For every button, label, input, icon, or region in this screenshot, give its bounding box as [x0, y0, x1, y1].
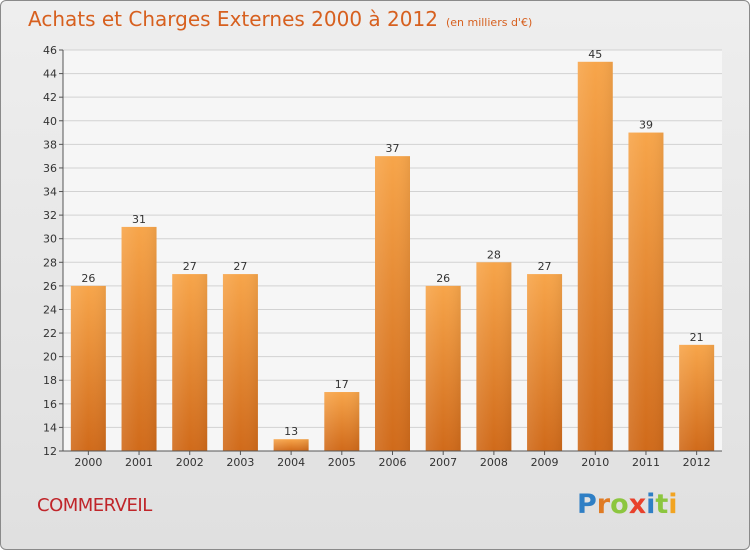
- x-tick-label: 2011: [632, 456, 660, 469]
- y-tick-label: 12: [43, 445, 57, 458]
- y-tick-label: 36: [43, 162, 57, 175]
- data-label: 17: [335, 378, 349, 391]
- y-tick-label: 44: [43, 68, 57, 81]
- x-tick-label: 2008: [480, 456, 508, 469]
- data-label: 26: [81, 272, 95, 285]
- x-tick-label: 2006: [379, 456, 407, 469]
- bar-shade: [273, 439, 309, 451]
- y-tick-label: 32: [43, 209, 57, 222]
- y-tick-label: 42: [43, 91, 57, 104]
- y-tick-label: 46: [43, 44, 57, 57]
- x-tick-label: 2004: [277, 456, 305, 469]
- data-label: 45: [588, 48, 602, 61]
- x-tick-label: 2002: [176, 456, 204, 469]
- bar-shade: [425, 285, 461, 451]
- data-label: 26: [436, 272, 450, 285]
- x-tick-label: 2012: [683, 456, 711, 469]
- x-tick-label: 2005: [328, 456, 356, 469]
- x-tick-label: 2007: [429, 456, 457, 469]
- y-tick-label: 22: [43, 327, 57, 340]
- proxiti-logo: Proxiti: [577, 489, 678, 520]
- y-tick-label: 34: [43, 186, 57, 199]
- y-tick-label: 40: [43, 115, 57, 128]
- y-tick-label: 14: [43, 421, 57, 434]
- x-tick-label: 2003: [226, 456, 254, 469]
- bar-shade: [679, 344, 715, 451]
- data-label: 39: [639, 119, 653, 132]
- y-tick-label: 38: [43, 138, 57, 151]
- bar-shade: [628, 132, 664, 451]
- bar-shade: [375, 156, 410, 451]
- y-tick-label: 30: [43, 233, 57, 246]
- data-label: 27: [233, 260, 247, 273]
- bar-shade: [70, 285, 106, 451]
- bar-shade: [577, 61, 613, 451]
- town-name: COMMERVEIL: [37, 495, 152, 516]
- y-tick-label: 28: [43, 256, 57, 269]
- x-tick-label: 2010: [581, 456, 609, 469]
- y-tick-label: 20: [43, 351, 57, 364]
- y-tick-label: 16: [43, 398, 57, 411]
- x-tick-label: 2000: [74, 456, 102, 469]
- bars: 26 31 27 27 13 17 37 26 28 27 45 39 21: [70, 48, 715, 451]
- data-label: 37: [386, 142, 400, 155]
- data-label: 31: [132, 213, 146, 226]
- data-label: 21: [690, 331, 704, 344]
- y-tick-label: 18: [43, 374, 57, 387]
- data-label: 27: [538, 260, 552, 273]
- data-label: 28: [487, 248, 501, 261]
- bar-shade: [121, 226, 157, 451]
- y-tick-label: 24: [43, 303, 57, 316]
- x-tick-label: 2009: [531, 456, 559, 469]
- bar-shade: [172, 274, 208, 451]
- bar-shade: [222, 274, 258, 451]
- unit-label: (en milliers d'€): [445, 16, 533, 29]
- bar-shade: [324, 392, 360, 451]
- data-label: 13: [284, 425, 298, 438]
- data-label: 27: [183, 260, 197, 273]
- chart-title: Achats et Charges Externes 2000 à 2012 (e…: [28, 7, 533, 31]
- bar-shade: [527, 274, 563, 451]
- bar-shade: [476, 262, 512, 451]
- axes: 12 14 16 18 20 22 24 26 28 30 32 34 36 38 40 42 44 46 2000…: [43, 44, 722, 469]
- x-tick-label: 2001: [125, 456, 153, 469]
- y-tick-label: 26: [43, 280, 57, 293]
